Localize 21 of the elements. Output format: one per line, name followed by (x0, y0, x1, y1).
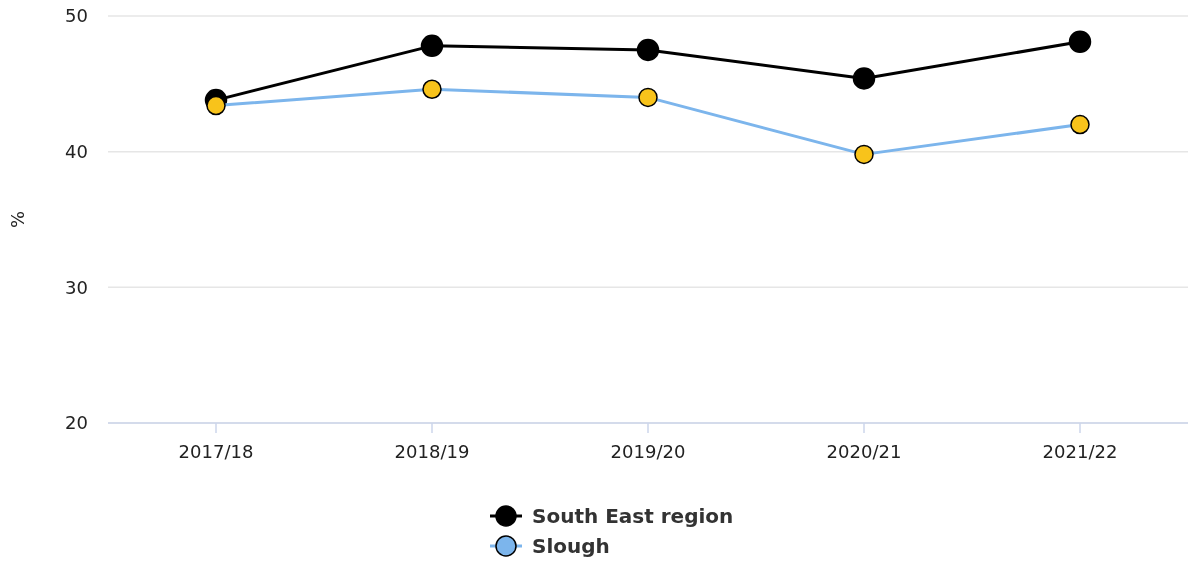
y-tick-label: 20 (65, 412, 88, 434)
x-tick-label: 2021/22 (1042, 441, 1118, 462)
point (636, 38, 660, 62)
x-tick-label: 2020/21 (826, 441, 902, 462)
point (1070, 114, 1090, 135)
x-tick-label: 2017/18 (178, 441, 254, 462)
point (420, 34, 444, 58)
x-tick-label: 2018/19 (394, 441, 470, 462)
legend-label: Slough (532, 534, 610, 558)
x-tick-label: 2019/20 (610, 441, 686, 462)
point (422, 79, 442, 99)
point (852, 67, 876, 90)
y-tick-label: 30 (65, 276, 88, 298)
point (1068, 30, 1092, 54)
legend-label: South East region (532, 504, 734, 528)
point (206, 95, 226, 116)
point (854, 144, 874, 165)
y-axis-title: % (7, 210, 28, 229)
point (638, 87, 658, 108)
y-tick-label: 40 (65, 140, 88, 162)
y-tick-label: 50 (65, 5, 88, 27)
